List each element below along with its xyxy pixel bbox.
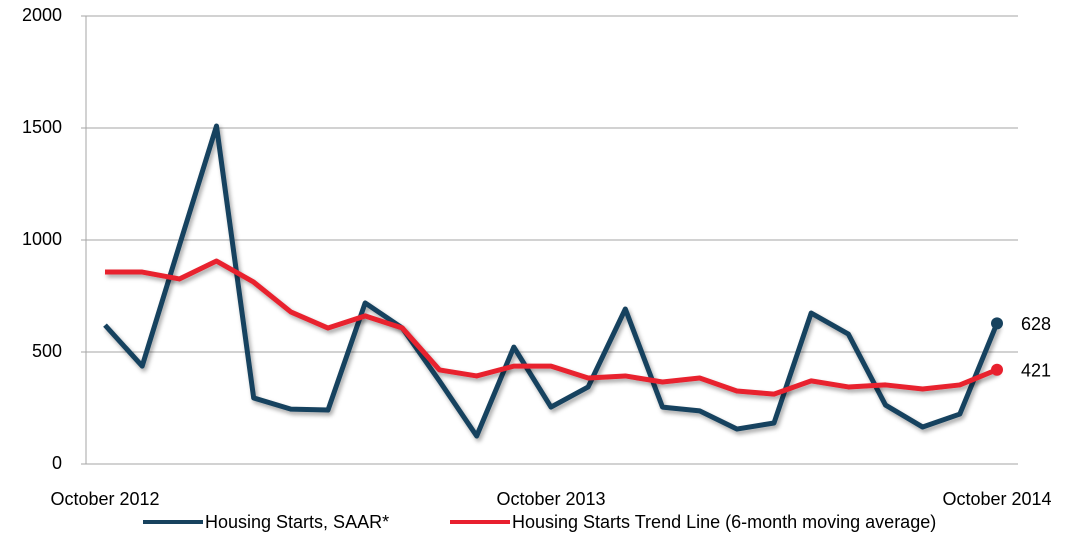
x-tick-label: October 2014 bbox=[942, 489, 1051, 509]
y-tick-label: 2000 bbox=[22, 5, 62, 25]
end-marker bbox=[991, 317, 1003, 330]
x-tick-label: October 2013 bbox=[496, 489, 605, 509]
y-tick-label: 1500 bbox=[22, 117, 62, 137]
y-tick-label: 500 bbox=[32, 341, 62, 361]
legend-label: Housing Starts Trend Line (6-month movin… bbox=[512, 512, 936, 532]
y-tick-label: 1000 bbox=[22, 229, 62, 249]
series-line bbox=[105, 258, 998, 397]
data-label: 421 bbox=[1021, 360, 1051, 380]
y-tick-label: 0 bbox=[52, 453, 62, 473]
legend-label: Housing Starts, SAAR* bbox=[205, 512, 389, 532]
end-marker bbox=[991, 363, 1003, 376]
x-tick-label: October 2012 bbox=[50, 489, 159, 509]
data-label: 628 bbox=[1021, 314, 1051, 334]
series-line bbox=[103, 123, 1000, 439]
